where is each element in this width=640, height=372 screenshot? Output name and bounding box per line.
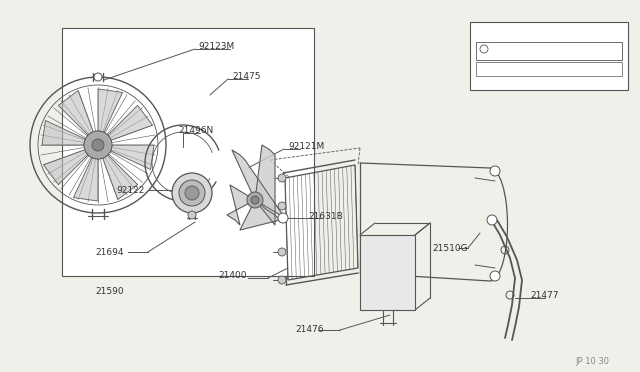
- Polygon shape: [232, 150, 285, 218]
- Polygon shape: [42, 121, 85, 145]
- Polygon shape: [58, 90, 93, 135]
- Circle shape: [92, 139, 104, 151]
- Text: 21477: 21477: [530, 292, 559, 301]
- Circle shape: [278, 276, 286, 284]
- Polygon shape: [103, 155, 138, 199]
- Text: 21631B: 21631B: [308, 212, 343, 221]
- Circle shape: [188, 211, 196, 219]
- Text: 21400: 21400: [218, 272, 246, 280]
- Text: 21496N: 21496N: [178, 125, 213, 135]
- Circle shape: [251, 196, 259, 204]
- Polygon shape: [74, 158, 98, 201]
- Polygon shape: [108, 105, 152, 140]
- Bar: [476, 62, 622, 76]
- Text: 21475: 21475: [232, 71, 260, 80]
- Text: 21599N: 21599N: [531, 28, 566, 36]
- Circle shape: [179, 180, 205, 206]
- Circle shape: [487, 215, 497, 225]
- Text: 21694: 21694: [95, 247, 124, 257]
- Circle shape: [278, 202, 286, 210]
- Text: 21590: 21590: [95, 288, 124, 296]
- Circle shape: [278, 248, 286, 256]
- Polygon shape: [240, 200, 280, 230]
- Circle shape: [94, 73, 102, 81]
- Polygon shape: [111, 145, 154, 170]
- Circle shape: [490, 271, 500, 281]
- Text: JP 10 30: JP 10 30: [575, 357, 609, 366]
- Circle shape: [185, 186, 199, 200]
- Text: 92121M: 92121M: [288, 141, 324, 151]
- Circle shape: [278, 213, 288, 223]
- Polygon shape: [44, 150, 88, 185]
- Text: 92122: 92122: [116, 186, 145, 195]
- Polygon shape: [255, 145, 275, 225]
- Bar: [360, 235, 415, 310]
- Text: 92123M: 92123M: [198, 42, 234, 51]
- Bar: [476, 42, 622, 60]
- Polygon shape: [98, 89, 122, 132]
- Circle shape: [84, 131, 112, 159]
- Text: 21510G: 21510G: [432, 244, 468, 253]
- Circle shape: [247, 192, 263, 208]
- Circle shape: [172, 173, 212, 213]
- Bar: [470, 22, 628, 90]
- Bar: [62, 28, 314, 276]
- Text: 21476: 21476: [295, 326, 323, 334]
- Circle shape: [490, 166, 500, 176]
- Circle shape: [278, 174, 286, 182]
- Polygon shape: [227, 185, 255, 225]
